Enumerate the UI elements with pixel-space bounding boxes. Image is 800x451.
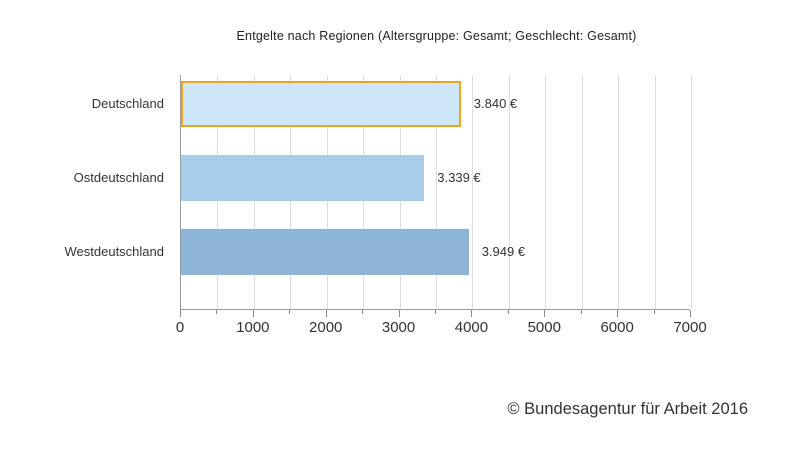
minor-tick (289, 310, 291, 314)
bar-deutschland[interactable] (181, 81, 461, 127)
minor-tick (362, 310, 364, 314)
minor-tick (216, 310, 218, 314)
bar-ostdeutschland[interactable] (181, 155, 425, 201)
gridline (581, 75, 583, 309)
category-label: Deutschland (91, 96, 164, 111)
tick-label: 6000 (600, 319, 634, 336)
category-label: Westdeutschland (64, 244, 165, 259)
tick-label: 3000 (381, 319, 416, 336)
value-label: 3.840 € (473, 96, 518, 111)
tick-label: 1000 (236, 319, 270, 336)
value-label: 3.339 € (437, 170, 481, 185)
tick-label: 0 (175, 319, 185, 336)
category-axis: Deutschland Ostdeutschland Westdeutschland (0, 75, 170, 310)
gridline (691, 75, 692, 309)
plot-area: 3.840 € 3.339 € 3.949 € (180, 75, 692, 310)
bar-westdeutschland[interactable] (181, 229, 469, 275)
value-label: 3.949 € (481, 244, 526, 259)
value-axis: 0 1000 2000 3000 4000 5000 6000 7000 (176, 310, 707, 344)
tick-label: 4000 (454, 319, 489, 336)
minor-tick (435, 310, 436, 314)
tick-label: 7000 (673, 319, 707, 336)
gridline (472, 75, 474, 309)
gridline (618, 75, 620, 309)
category-label: Ostdeutschland (73, 170, 164, 185)
major-tick (690, 310, 691, 317)
minor-tick (653, 310, 655, 314)
minor-tick (507, 310, 509, 314)
gridline (545, 75, 547, 309)
tick-label: 2000 (309, 319, 343, 336)
copyright-notice: © Bundesagentur für Arbeit 2016 (507, 400, 748, 418)
major-tick (398, 310, 400, 317)
chart-title: Entgelte nach Regionen (Altersgruppe: Ge… (236, 29, 637, 43)
tick-label: 5000 (527, 319, 561, 336)
major-tick (471, 310, 473, 317)
major-tick (544, 310, 546, 317)
gridline (436, 75, 437, 309)
gridline (654, 75, 656, 309)
major-tick (252, 310, 254, 317)
gridline (508, 75, 510, 309)
major-tick (180, 310, 181, 317)
minor-tick (580, 310, 582, 314)
major-tick (617, 310, 619, 317)
major-tick (325, 310, 327, 317)
